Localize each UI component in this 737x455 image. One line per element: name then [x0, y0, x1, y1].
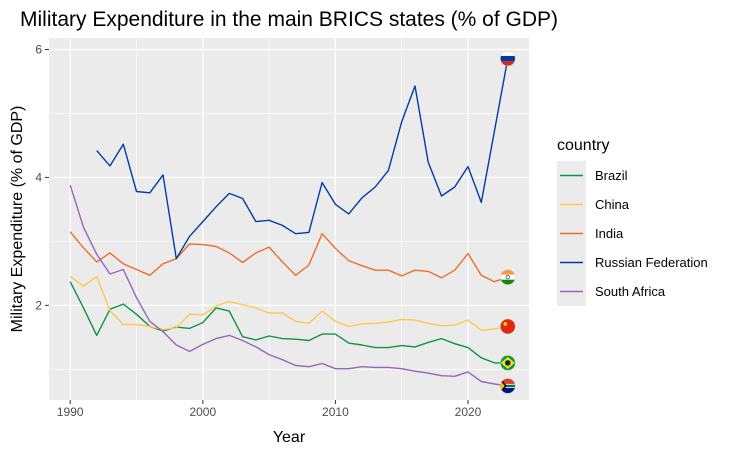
y-tick-label: 2 [35, 298, 42, 312]
x-axis-title: Year [273, 429, 306, 446]
legend-label: China [595, 197, 630, 212]
flag-outline [500, 50, 516, 67]
flag-stripe [500, 279, 516, 285]
flag-stripe [500, 269, 516, 275]
brazil-flag-icon [500, 355, 516, 371]
flag-stripe [500, 274, 516, 280]
flag-stripe [500, 60, 516, 66]
flag-chakra [505, 275, 510, 280]
india-flag-icon [500, 269, 516, 285]
major-gridlines [49, 38, 529, 400]
flag-outline [500, 378, 516, 394]
series-line-south-africa [69, 184, 508, 387]
plot-panel [49, 38, 529, 400]
x-tick-label: 2000 [189, 405, 216, 419]
flag-star [503, 322, 508, 326]
flag-stripe [500, 384, 516, 388]
y-tick-label: 4 [35, 170, 42, 184]
x-tick-label: 1990 [57, 405, 84, 419]
end-flag-markers [500, 50, 516, 394]
x-tick-label: 2010 [322, 405, 349, 419]
legend: country Brazil China India Russian Federati… [557, 137, 708, 306]
flag-stripe [500, 378, 516, 386]
legend-label: Brazil [595, 168, 628, 183]
flag-stripe [500, 50, 516, 56]
series-line-russian-federation [96, 58, 509, 260]
south-africa-flag-icon [500, 378, 516, 394]
flag-globe [504, 360, 511, 366]
flag-outline [500, 269, 516, 285]
axis-ticks: 1990 2000 2010 2020 2 4 6 [35, 43, 481, 419]
flag-outline [500, 318, 516, 335]
series-line-india [69, 231, 509, 283]
y-axis-title: Military Expenditure (% of GDP) [9, 106, 26, 333]
russia-flag-icon [500, 50, 516, 66]
series-lines [69, 58, 509, 387]
legend-label: India [595, 226, 624, 241]
flag-stripe [500, 55, 516, 61]
series-line-china [69, 275, 508, 331]
flag-triangle [500, 380, 505, 392]
minor-gridlines [49, 38, 529, 400]
legend-title: country [557, 137, 609, 154]
legend-label: Russian Federation [595, 255, 708, 270]
china-flag-icon [500, 318, 516, 334]
flag-stripe [500, 385, 516, 394]
y-tick-label: 6 [35, 43, 42, 57]
x-tick-label: 2020 [455, 405, 482, 419]
flag-outline [500, 355, 516, 371]
chart-title: Military Expenditure in the main BRICS s… [20, 8, 558, 31]
series-line-brazil [69, 281, 508, 364]
legend-label: South Africa [595, 284, 666, 299]
